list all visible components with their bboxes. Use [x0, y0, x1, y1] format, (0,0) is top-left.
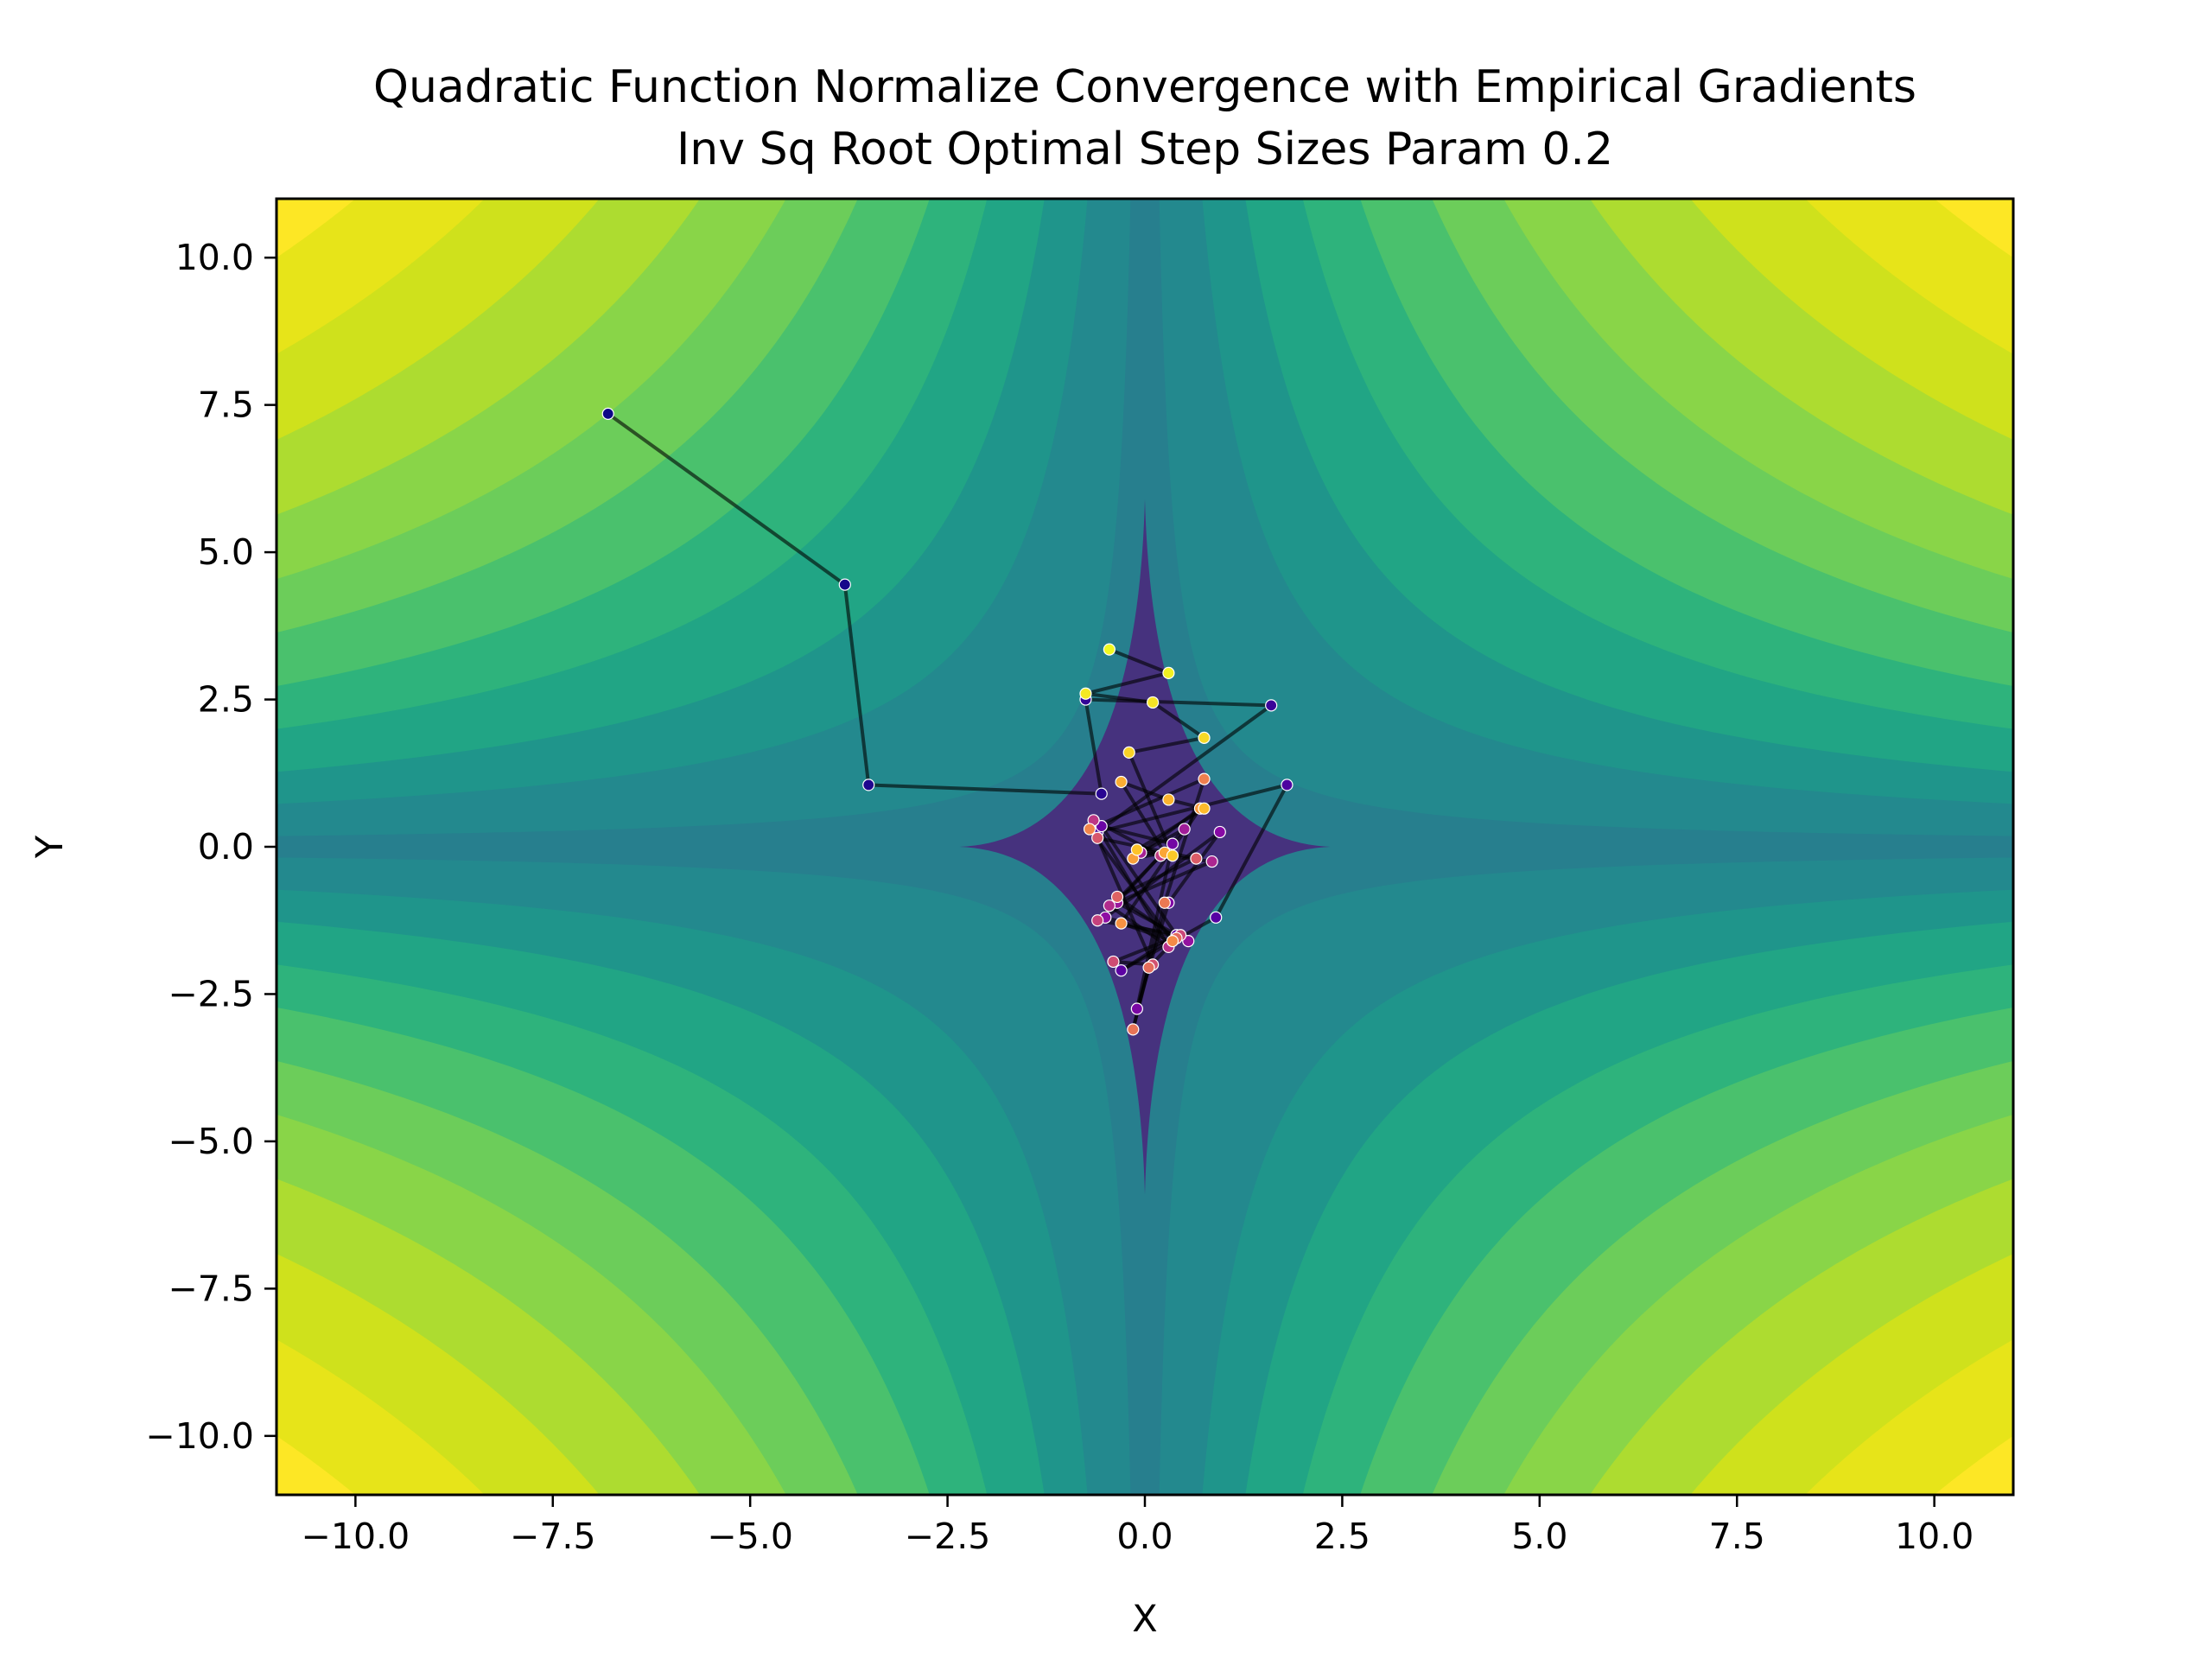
- y-tick-label: 2.5: [198, 679, 254, 721]
- trajectory-segment: [1116, 856, 1198, 899]
- trajectory-point: [1158, 896, 1171, 909]
- trajectory-point: [1091, 831, 1104, 844]
- trajectory-segment: [1162, 778, 1206, 904]
- y-tick-label: −7.5: [168, 1268, 254, 1309]
- trajectory-point: [1265, 699, 1278, 712]
- chart-title-line-2: Inv Sq Root Optimal Step Sizes Param 0.2: [677, 124, 1613, 175]
- x-tick-label: 10.0: [1895, 1516, 1974, 1557]
- x-tick-label: −7.5: [510, 1516, 596, 1557]
- trajectory-point: [1205, 855, 1218, 868]
- trajectory-segment: [868, 783, 1102, 796]
- trajectory-segment: [1135, 806, 1205, 852]
- trajectory-point: [601, 407, 614, 420]
- x-tick-label: 0.0: [1116, 1516, 1173, 1557]
- trajectory-segment: [1084, 699, 1103, 794]
- trajectory-point: [1210, 911, 1223, 924]
- trajectory-point: [1190, 852, 1203, 865]
- trajectory-segment: [1088, 828, 1174, 943]
- y-axis-ticks: 10.0 7.5 5.0 2.5 0.0 −2.5 −5.0 −7.5 −10.0: [145, 237, 276, 1457]
- trajectory-point: [1162, 793, 1175, 806]
- trajectory-point: [1107, 955, 1120, 969]
- trajectory-point: [1083, 823, 1096, 836]
- trajectory-point: [1127, 1023, 1140, 1036]
- trajectory-point: [1166, 837, 1179, 850]
- trajectory-segment: [1127, 752, 1174, 857]
- trajectory-point: [1198, 772, 1211, 785]
- x-tick-label: 5.0: [1511, 1516, 1567, 1557]
- trajectory-segment: [607, 412, 846, 587]
- trajectory-point: [1115, 964, 1128, 977]
- trajectory-segment: [1096, 783, 1287, 834]
- trajectory-segment: [1120, 921, 1173, 943]
- trajectory-point: [1095, 787, 1108, 800]
- x-tick-label: −10.0: [302, 1516, 410, 1557]
- trajectory-point: [1115, 775, 1128, 789]
- trajectory-segment: [1214, 784, 1289, 918]
- trajectory-point: [1166, 934, 1179, 948]
- trajectory-segment: [1085, 691, 1154, 704]
- x-tick-label: −2.5: [905, 1516, 991, 1557]
- trajectory-segment: [1085, 697, 1272, 708]
- trajectory-point: [1166, 849, 1179, 862]
- trajectory-point: [1091, 914, 1104, 927]
- trajectory: [601, 407, 1294, 1036]
- x-axis-ticks: −10.0 −7.5 −5.0 −2.5 0.0 2.5 5.0 7.5 10.0: [302, 1495, 1974, 1557]
- trajectory-segment: [842, 584, 871, 785]
- trajectory-point: [1178, 823, 1191, 836]
- trajectory-point: [838, 578, 851, 591]
- trajectory-point: [1115, 917, 1128, 930]
- x-tick-label: 2.5: [1314, 1516, 1370, 1557]
- trajectory-point: [1147, 696, 1160, 709]
- trajectory-point: [1122, 746, 1135, 760]
- trajectory-segment: [1089, 777, 1205, 831]
- chart-title-line-1: Quadratic Function Normalize Convergence…: [373, 61, 1916, 113]
- trajectory-segment: [1119, 780, 1166, 854]
- trajectory-point: [1130, 843, 1143, 856]
- trajectory-point: [1162, 666, 1175, 679]
- trajectory-point: [1103, 643, 1116, 656]
- trajectory-segment: [1096, 703, 1273, 834]
- trajectory-segment: [1152, 701, 1205, 740]
- trajectory-point: [1281, 779, 1294, 791]
- x-axis-label: X: [1132, 1598, 1157, 1641]
- y-axis-label: Y: [29, 835, 72, 859]
- y-tick-label: −2.5: [168, 973, 254, 1014]
- y-tick-label: 5.0: [198, 531, 254, 573]
- trajectory-point: [1079, 687, 1092, 700]
- trajectory-point: [1198, 802, 1211, 815]
- y-tick-label: 10.0: [175, 237, 254, 278]
- trajectory-point: [1103, 899, 1116, 912]
- trajectory-segment: [1109, 647, 1170, 675]
- trajectory-point: [1142, 961, 1155, 974]
- trajectory-point: [1213, 825, 1226, 839]
- x-tick-label: −5.0: [707, 1516, 793, 1557]
- trajectory-point: [1130, 1002, 1143, 1015]
- y-tick-label: 0.0: [198, 826, 254, 868]
- trajectory-segment: [1109, 860, 1213, 908]
- y-tick-label: −10.0: [145, 1415, 254, 1457]
- trajectory-point: [1110, 890, 1124, 904]
- trajectory-segment: [1128, 735, 1205, 754]
- trajectory-point: [862, 779, 875, 791]
- y-tick-label: −5.0: [168, 1121, 254, 1162]
- trajectory-point: [1198, 731, 1211, 744]
- x-tick-label: 7.5: [1709, 1516, 1765, 1557]
- y-tick-label: 7.5: [198, 385, 254, 426]
- trajectory-segment: [1084, 671, 1169, 696]
